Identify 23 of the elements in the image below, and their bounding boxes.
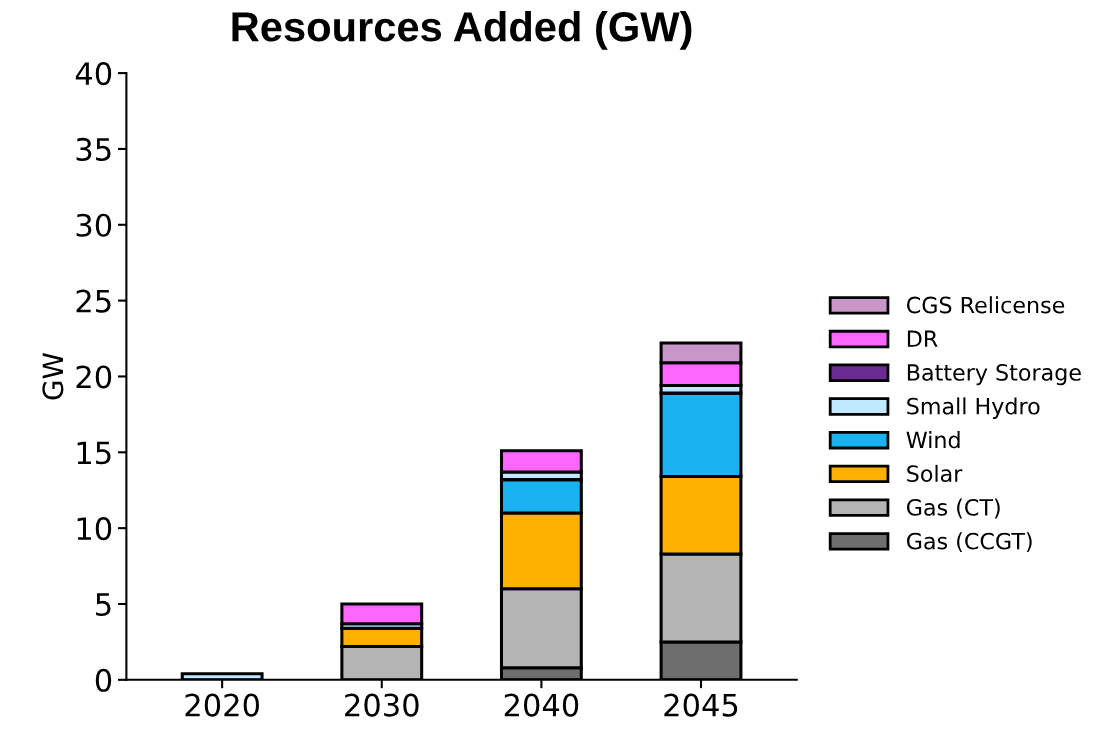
legend-label: Gas (CT) <box>906 498 1000 519</box>
legend-label: Solar <box>907 464 963 483</box>
y-tick-label: 20 <box>76 365 112 389</box>
legend-label: Wind <box>906 431 960 449</box>
y-tick-label: 0 <box>95 668 112 692</box>
legend-label: DR <box>907 330 938 347</box>
legend-label: Small Hydro <box>907 397 1040 419</box>
y-tick-label: 35 <box>76 137 111 161</box>
legend-label: Gas (CCGT) <box>906 532 1032 553</box>
x-tick-label: 2045 <box>664 693 738 717</box>
y-tick-label: 25 <box>76 289 111 313</box>
legend-label: CGS Relicense <box>906 296 1065 314</box>
y-tick-label: 5 <box>96 593 111 617</box>
x-tick-label: 2040 <box>504 693 579 717</box>
y-tick-label: 40 <box>75 62 112 86</box>
chart-title: Resources Added (GW) <box>232 10 692 50</box>
y-tick-label: 15 <box>77 441 111 465</box>
y-tick-label: 10 <box>77 517 112 541</box>
y-tick-label: 30 <box>76 213 112 237</box>
y-axis-title: GW <box>42 352 64 400</box>
legend-label: Battery Storage <box>907 364 1081 386</box>
x-tick-label: 2020 <box>185 693 260 717</box>
x-tick-label: 2030 <box>345 693 419 717</box>
